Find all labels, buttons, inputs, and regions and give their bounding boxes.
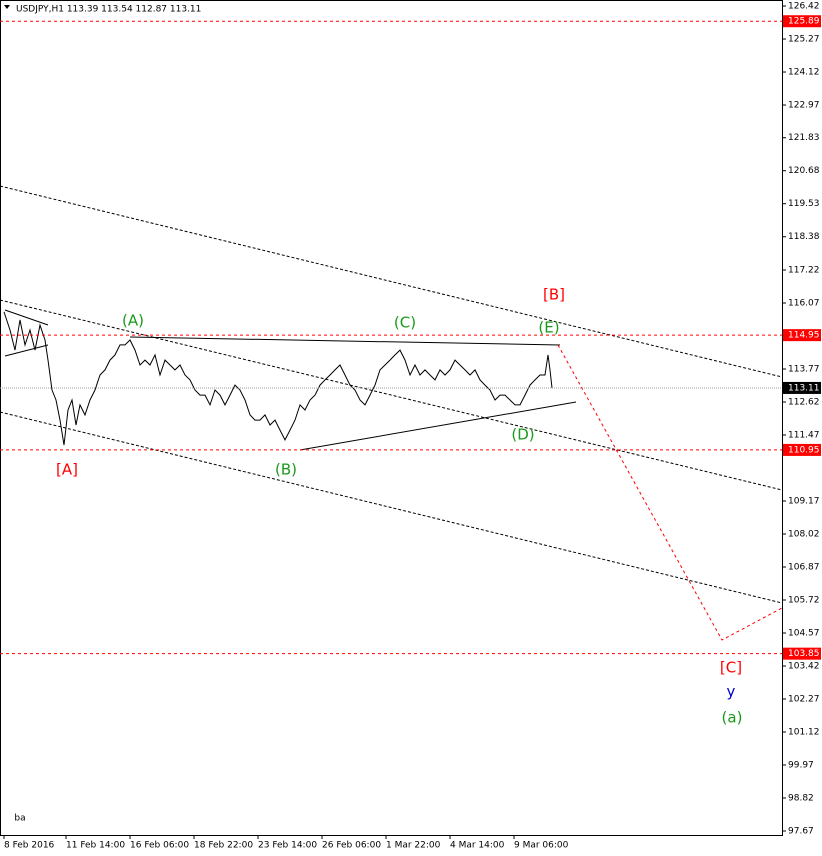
y-tick-label: 117.22 — [788, 266, 820, 276]
x-tick-label: 16 Feb 06:00 — [130, 841, 189, 851]
level-label: 114.95 — [788, 331, 820, 341]
level-label-box — [783, 443, 821, 456]
x-tick-label: 9 Mar 06:00 — [514, 841, 569, 851]
y-tick-label: 97.67 — [788, 826, 814, 836]
x-tick-label: 8 Feb 2016 — [4, 841, 55, 851]
wave-label: (C) — [394, 314, 416, 332]
level-label: 103.85 — [788, 649, 820, 659]
menu-arrow — [4, 5, 10, 9]
y-tick-label: 122.97 — [788, 101, 820, 111]
y-tick-label: 124.12 — [788, 68, 820, 78]
x-tick-label: 23 Feb 14:00 — [258, 841, 317, 851]
wave-label: [C] — [720, 659, 742, 677]
y-tick-label: 102.27 — [788, 694, 820, 704]
y-tick-label: 118.38 — [788, 232, 820, 242]
x-tick-label: 11 Feb 14:00 — [66, 841, 125, 851]
x-tick-label: 26 Feb 06:00 — [322, 841, 381, 851]
wave-label: (E) — [538, 319, 559, 337]
y-tick-label: 106.87 — [788, 562, 820, 572]
triangle-line — [299, 401, 577, 451]
projection-path — [557, 344, 783, 641]
y-tick-label: 119.53 — [788, 199, 820, 209]
channel-line — [0, 411, 783, 604]
wave-label: (D) — [511, 426, 534, 444]
y-tick-label: 103.42 — [788, 661, 820, 671]
drawings — [0, 185, 783, 641]
y-tick-label: 109.17 — [788, 497, 820, 507]
channel-line — [0, 185, 783, 378]
x-tick-label: 1 Mar 22:00 — [386, 841, 441, 851]
price-line — [3, 311, 553, 446]
level-label: 125.89 — [788, 17, 820, 27]
plot-frame — [0, 0, 783, 836]
channel-line — [0, 299, 783, 491]
y-tick-label: 104.57 — [788, 628, 820, 638]
wedge-line — [4, 309, 49, 326]
wave-label: (a) — [722, 709, 743, 727]
y-tick-label: 108.02 — [788, 529, 820, 539]
wedge-line — [4, 344, 49, 357]
level-label: 110.95 — [788, 445, 820, 455]
x-tick-label: 18 Feb 22:00 — [194, 841, 253, 851]
y-tick-label: 116.07 — [788, 299, 820, 309]
chart-title: USDJPY,H1 113.39 113.54 112.87 113.11 — [16, 5, 201, 15]
wave-label: y — [727, 683, 736, 701]
level-label: 113.11 — [788, 383, 820, 393]
wave-label: (B) — [275, 461, 297, 479]
wave-label: [B] — [543, 286, 565, 304]
y-tick-label: 120.68 — [788, 166, 820, 176]
level-label-box — [783, 15, 821, 28]
y-tick-label: 121.83 — [788, 133, 820, 143]
level-label-box — [783, 381, 821, 394]
triangle-line — [129, 336, 561, 346]
y-tick-label: 112.62 — [788, 398, 820, 408]
x-tick-label: 4 Mar 14:00 — [450, 841, 505, 851]
y-tick-label: 105.72 — [788, 595, 820, 605]
y-tick-label: 113.77 — [788, 365, 820, 375]
wave-label: ba — [14, 814, 25, 824]
y-tick-label: 99.97 — [788, 760, 814, 770]
y-tick-label: 125.27 — [788, 35, 820, 45]
level-label-box — [783, 647, 821, 660]
y-tick-label: 126.42 — [788, 2, 820, 12]
y-tick-label: 101.12 — [788, 727, 820, 737]
y-tick-label: 111.47 — [788, 431, 820, 441]
level-label-box — [783, 329, 821, 342]
y-tick-label: 98.82 — [788, 793, 814, 803]
wave-label: [A] — [56, 461, 78, 479]
wave-label: (A) — [122, 312, 144, 330]
